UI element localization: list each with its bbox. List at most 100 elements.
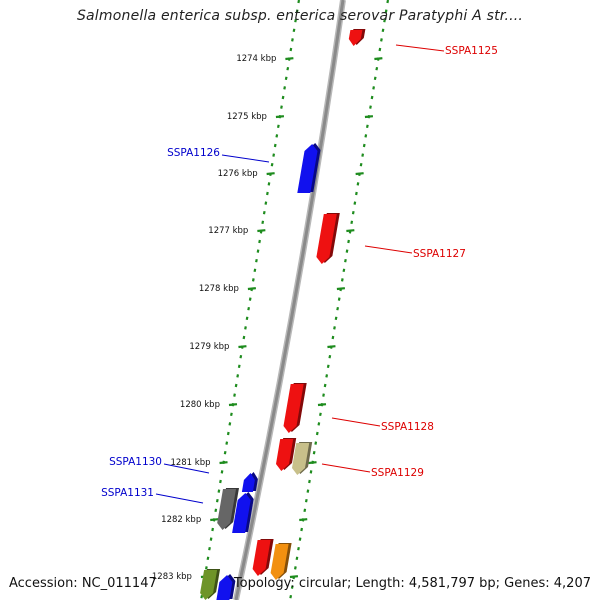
minor-tick — [294, 18, 297, 23]
scale-label: 1281 kbp — [170, 458, 210, 468]
scale-label: 1283 kbp — [152, 572, 192, 582]
minor-tick — [308, 479, 311, 484]
major-tick — [228, 403, 238, 407]
minor-tick — [272, 153, 276, 157]
major-tick — [219, 461, 228, 465]
major-tick — [289, 575, 299, 579]
backbone-shadow — [233, 0, 346, 601]
minor-tick — [209, 537, 213, 541]
label-sspa1125: SSPA1125 — [445, 45, 498, 57]
minor-tick — [251, 278, 255, 282]
gene-sspa1128 — [283, 383, 307, 433]
minor-tick — [314, 441, 318, 445]
label-sspa1127: SSPA1127 — [413, 248, 466, 260]
minor-tick — [262, 210, 266, 215]
minor-tick — [355, 191, 358, 196]
organism-title: Salmonella enterica subsp. enterica sero… — [76, 8, 524, 24]
major-tick — [238, 345, 247, 349]
major-tick — [355, 172, 364, 176]
gene-orange — [270, 543, 292, 580]
minor-tick — [369, 105, 372, 109]
minor-tick — [331, 335, 335, 340]
minor-tick — [219, 479, 222, 484]
major-tick — [374, 57, 383, 61]
minor-tick — [214, 508, 218, 513]
minor-tick — [336, 306, 340, 311]
gene-olive — [200, 569, 221, 600]
minor-tick — [247, 306, 251, 311]
label-sspa1126-leader — [221, 154, 270, 163]
minor-tick — [204, 566, 208, 570]
minor-tick — [361, 153, 365, 157]
gene-sspa1127 — [316, 213, 340, 264]
minor-tick — [362, 143, 366, 148]
minor-tick — [344, 258, 347, 263]
gene-face — [217, 489, 236, 530]
minor-tick — [375, 66, 379, 71]
minor-tick — [373, 76, 377, 81]
scale-label: 1277 kbp — [208, 226, 248, 236]
label-sspa1126: SSPA1126 — [167, 147, 220, 159]
gene-face — [252, 540, 271, 576]
minor-tick — [353, 201, 357, 205]
label-sspa1131: SSPA1131 — [101, 487, 154, 499]
minor-tick — [264, 201, 268, 205]
gene-sspa1130 — [241, 472, 258, 492]
minor-tick — [236, 374, 240, 378]
major-tick — [317, 403, 327, 407]
minor-tick — [283, 86, 286, 90]
minor-tick — [208, 546, 211, 551]
label-sspa1131-leader — [155, 493, 204, 504]
minor-tick — [215, 498, 219, 503]
major-tick — [346, 229, 355, 233]
label-sspa1130-leader — [163, 463, 210, 474]
minor-tick — [276, 124, 280, 129]
minor-tick — [270, 162, 274, 167]
minor-tick — [315, 431, 319, 436]
scale-label: 1274 kbp — [236, 54, 276, 64]
minor-tick — [275, 134, 279, 138]
minor-tick — [261, 220, 265, 225]
minor-tick — [293, 566, 297, 570]
gene-face — [292, 443, 310, 475]
scale-label: 1276 kbp — [218, 169, 258, 179]
minor-tick — [342, 268, 346, 273]
minor-tick — [234, 383, 238, 388]
minor-tick — [356, 182, 360, 186]
minor-tick — [281, 95, 285, 100]
minor-tick — [297, 546, 300, 551]
minor-tick — [380, 38, 383, 42]
minor-tick — [211, 527, 215, 532]
minor-tick — [378, 47, 382, 52]
gene-forward-small — [276, 438, 297, 471]
scale-label: 1279 kbp — [189, 342, 229, 352]
major-tick — [327, 345, 336, 349]
gene-track — [200, 29, 366, 600]
major-tick — [210, 518, 219, 522]
gene-face — [283, 384, 304, 433]
gene-forward-bottom — [252, 539, 274, 576]
minor-tick — [304, 498, 308, 503]
major-tick — [308, 461, 317, 465]
minor-tick — [289, 594, 293, 599]
minor-tick — [317, 422, 321, 426]
minor-tick — [319, 412, 322, 417]
gene-face — [200, 570, 218, 600]
minor-tick — [230, 412, 233, 417]
minor-tick — [340, 278, 344, 282]
minor-tick — [365, 124, 369, 129]
major-tick — [299, 518, 308, 522]
minor-tick — [303, 508, 307, 513]
minor-tick — [248, 297, 252, 301]
gene-face — [348, 30, 363, 46]
minor-tick — [337, 297, 341, 301]
minor-tick — [312, 450, 316, 455]
major-tick — [247, 287, 257, 291]
topology-summary: Topology: circular; Length: 4,581,797 bp… — [233, 576, 591, 591]
minor-tick — [300, 527, 304, 532]
minor-tick — [345, 249, 349, 253]
minor-tick — [237, 364, 241, 369]
gene-face — [216, 575, 233, 600]
minor-tick — [225, 441, 229, 445]
